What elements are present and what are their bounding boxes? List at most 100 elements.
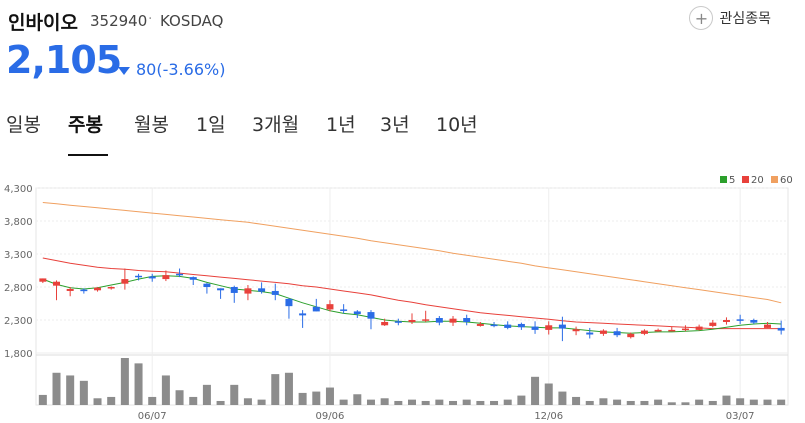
volume-bar <box>366 399 375 405</box>
candle-body <box>709 322 717 326</box>
volume-bar <box>66 375 75 405</box>
volume-bar <box>216 400 225 405</box>
price-change: 80(-3.66%) <box>118 60 225 79</box>
candle-body <box>463 318 471 322</box>
volume-bar <box>435 399 444 405</box>
volume-bar <box>626 400 635 405</box>
volume-bar <box>271 374 280 405</box>
candle-body <box>340 309 348 311</box>
volume-bar <box>421 400 430 405</box>
candle-body <box>189 277 197 280</box>
active-tab-indicator <box>68 154 108 156</box>
candle-body <box>504 324 512 328</box>
candle-body <box>271 290 279 295</box>
legend-swatch <box>720 176 727 183</box>
candle-body <box>545 325 553 330</box>
volume-bar <box>490 400 499 405</box>
candle-body <box>517 323 525 328</box>
tab-weekly[interactable]: 주봉 <box>68 114 103 136</box>
candle-body <box>367 312 375 319</box>
volume-bar <box>38 394 47 405</box>
tab-1year[interactable]: 1년 <box>326 114 356 136</box>
candle-body <box>736 319 744 321</box>
volume-bar <box>243 398 252 405</box>
x-tick-label: 06/07 <box>138 411 167 422</box>
volume-bar <box>763 399 772 405</box>
candle-body <box>408 320 416 322</box>
volume-bar <box>449 400 458 405</box>
legend-swatch <box>771 176 778 183</box>
candle-body <box>353 311 361 315</box>
candle-body <box>244 288 252 294</box>
watchlist-button[interactable]: + 관심종목 <box>689 6 771 30</box>
change-text: 80(-3.66%) <box>136 60 226 79</box>
candle-body <box>285 298 293 307</box>
volume-bar <box>394 400 403 405</box>
candle-body <box>394 321 402 323</box>
separator-dot: · <box>148 11 153 27</box>
volume-bar <box>230 384 239 405</box>
candle-body <box>148 276 156 279</box>
volume-bar <box>79 380 88 405</box>
volume-bar <box>476 400 485 405</box>
candle-body <box>531 326 539 330</box>
volume-bar <box>503 399 512 405</box>
candle-body <box>312 306 320 312</box>
candle-body <box>230 287 238 293</box>
legend-label: 5 <box>729 175 735 186</box>
y-tick-label: 2,300 <box>4 316 33 327</box>
volume-bar <box>462 399 471 405</box>
volume-bar <box>613 399 622 405</box>
candle-body <box>135 275 143 278</box>
candle-body <box>203 283 211 287</box>
watchlist-label: 관심종목 <box>719 11 771 27</box>
volume-bar <box>667 402 676 405</box>
candle-body <box>572 329 580 332</box>
candle-body <box>668 329 676 332</box>
volume-bar <box>585 400 594 405</box>
candle-body <box>121 279 129 284</box>
stock-header: 인바이오 352940 · KOSDAQ + 관심종목 2,105 80(-3.… <box>0 0 805 100</box>
volume-bar <box>572 396 581 405</box>
tab-3months[interactable]: 3개월 <box>252 114 300 136</box>
candle-body <box>107 287 115 289</box>
down-arrow-icon <box>118 66 130 75</box>
volume-bar <box>380 398 389 405</box>
x-tick-label: 12/06 <box>534 411 563 422</box>
stock-code: 352940 <box>90 12 148 30</box>
ma60-line <box>42 202 782 304</box>
volume-bar <box>736 398 745 405</box>
candle-body <box>449 318 457 323</box>
volume-bar <box>544 383 553 405</box>
volume-bar <box>339 399 348 405</box>
price-chart: 4,300 3,800 3,300 2,800 2,300 1,800 06/07 09/06… <box>4 175 793 422</box>
candle-body <box>422 319 430 321</box>
tab-1day[interactable]: 1일 <box>196 114 226 136</box>
period-tabs: 일봉 주봉 월봉 1일 3개월 1년 3년 10년 <box>0 104 805 156</box>
candle-body <box>722 320 730 322</box>
volume-bar <box>257 399 266 405</box>
legend-label: 60 <box>780 175 793 186</box>
volume-bar <box>161 375 170 405</box>
tab-daily[interactable]: 일봉 <box>6 114 41 136</box>
volume-bar <box>120 358 129 405</box>
candle-body <box>162 275 170 280</box>
legend-swatch <box>742 176 749 183</box>
candle-body <box>640 330 648 334</box>
candle-body <box>627 333 635 338</box>
tab-10years[interactable]: 10년 <box>436 114 478 136</box>
candle-body <box>299 313 307 316</box>
volume-bar <box>52 372 61 405</box>
candle-body <box>613 331 621 336</box>
volume-bar <box>695 399 704 405</box>
candle-body <box>777 327 785 331</box>
volume-bar <box>107 396 116 405</box>
current-price: 2,105 <box>6 38 122 82</box>
x-tick-label: 09/06 <box>316 411 345 422</box>
volume-bar <box>599 398 608 405</box>
tab-3years[interactable]: 3년 <box>380 114 410 136</box>
stock-name: 인바이오 <box>8 12 78 34</box>
tab-monthly[interactable]: 월봉 <box>134 114 169 136</box>
candle-body <box>695 326 703 330</box>
volume-bar <box>640 400 649 405</box>
